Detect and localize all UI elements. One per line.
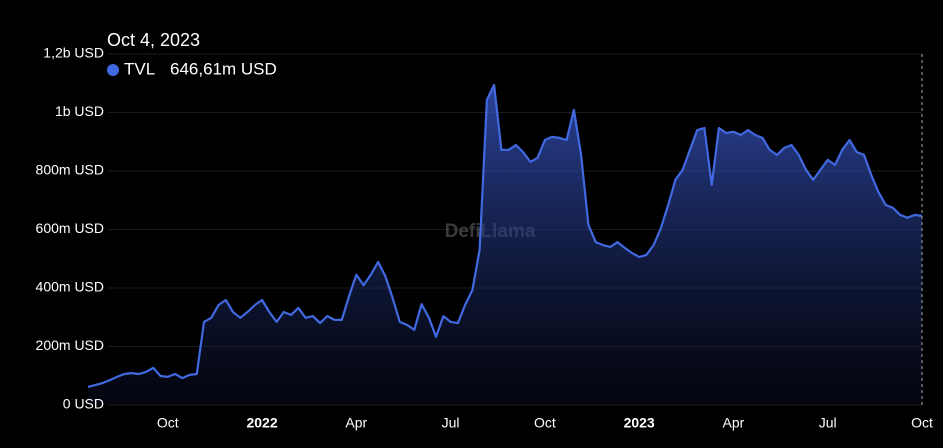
x-tick-label: Apr bbox=[723, 415, 745, 431]
line bbox=[87, 83, 923, 388]
plot bbox=[87, 54, 923, 405]
y-tick-label: 200m USD bbox=[36, 337, 104, 353]
y-tick-label: 800m USD bbox=[36, 162, 104, 178]
area bbox=[88, 85, 922, 405]
x-tick-label: Jul bbox=[442, 415, 460, 431]
y-tick-label: 600m USD bbox=[36, 220, 104, 236]
tooltip-date: Oct 4, 2023 bbox=[107, 30, 200, 50]
x-tick-label: Oct bbox=[911, 415, 933, 431]
ticks: 0 USD 200m USD 400m USD 600m USD 800m USD 1b … bbox=[36, 45, 933, 431]
y-tick-label: 400m USD bbox=[36, 279, 104, 295]
x-tick-label: Jul bbox=[819, 415, 837, 431]
tooltip-series: TVL bbox=[124, 59, 155, 78]
x-tick-label: Oct bbox=[534, 415, 556, 431]
tooltip-value: 646,61m USD bbox=[170, 59, 277, 78]
tooltip-marker bbox=[107, 64, 119, 76]
tooltip: Oct 4, 2023 TVL 646,61m USD bbox=[107, 30, 277, 78]
y-tick-label: 0 USD bbox=[63, 396, 104, 412]
x-tick-label: Oct bbox=[157, 415, 179, 431]
y-tick-label: 1,2b USD bbox=[43, 45, 104, 61]
y-tick-label: 1b USD bbox=[55, 103, 104, 119]
x-tick-label: 2023 bbox=[624, 415, 655, 431]
x-tick-label: Apr bbox=[345, 415, 367, 431]
x-tick-label: 2022 bbox=[246, 415, 277, 431]
